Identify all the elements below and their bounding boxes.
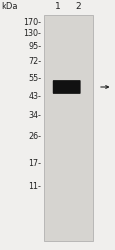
Text: 26-: 26- <box>28 132 41 141</box>
Text: 17-: 17- <box>28 159 41 168</box>
Text: 130-: 130- <box>23 29 41 38</box>
Text: kDa: kDa <box>1 2 17 11</box>
Text: 2: 2 <box>74 2 80 11</box>
Text: 72-: 72- <box>28 57 41 66</box>
FancyBboxPatch shape <box>52 80 80 94</box>
Text: 11-: 11- <box>28 182 41 191</box>
Text: 55-: 55- <box>28 74 41 83</box>
Text: 170-: 170- <box>23 18 41 27</box>
Text: 43-: 43- <box>28 92 41 101</box>
Text: 1: 1 <box>55 2 60 11</box>
Bar <box>44 14 92 241</box>
Text: 95-: 95- <box>28 42 41 51</box>
Text: 34-: 34- <box>28 110 41 120</box>
